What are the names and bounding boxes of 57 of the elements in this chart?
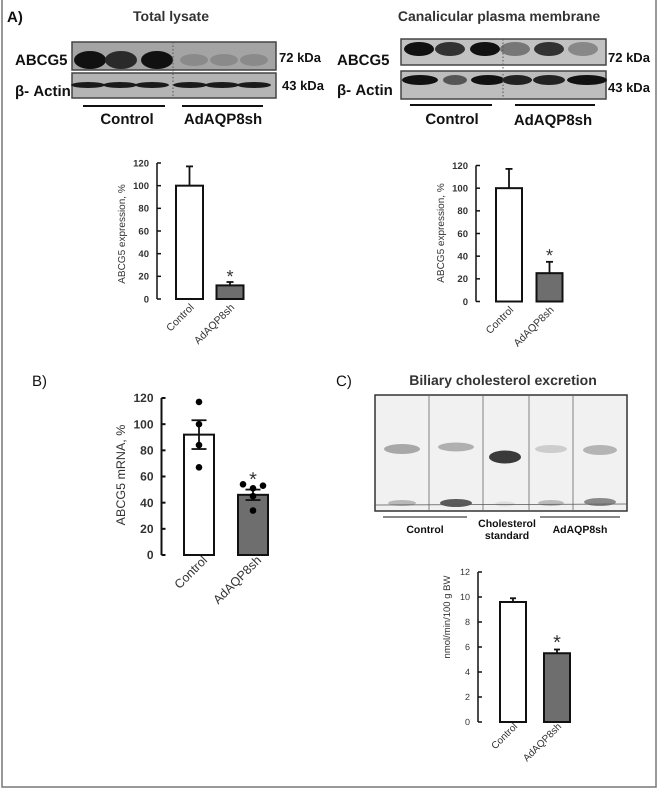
y-tick-label: 20	[457, 274, 468, 286]
y-tick-label: 60	[140, 470, 154, 484]
y-tick-label: 100	[452, 183, 468, 194]
y-tick-label: 120	[452, 160, 468, 172]
y-tick-label: 100	[133, 180, 149, 192]
y-axis-title: ABCG5 expression, %	[117, 184, 128, 284]
text: β- Actin	[15, 83, 71, 100]
y-tick-label: 12	[460, 567, 470, 578]
y-tick-label: 80	[138, 204, 149, 215]
y-tick-label: 80	[457, 206, 468, 218]
y-tick-label: 40	[140, 496, 154, 510]
y-tick-label: 2	[464, 692, 470, 702]
text: C)	[336, 373, 352, 390]
text: Cholesterol standard	[478, 518, 536, 542]
y-tick-label: 120	[133, 158, 149, 170]
text: Control	[406, 524, 444, 536]
text: A)	[7, 9, 23, 26]
chart-title: Biliary cholesterol excretion	[409, 372, 597, 388]
text: β- Actin	[337, 82, 393, 99]
y-axis-title: ABCG5 expression, %	[436, 183, 447, 283]
y-tick-label: 10	[460, 592, 470, 602]
annotation: *	[546, 246, 554, 266]
text: Control	[100, 111, 154, 128]
text: ABCG5	[15, 52, 68, 69]
y-tick-label: 20	[140, 522, 154, 536]
annotation: *	[226, 266, 234, 286]
text: 72 kDa	[608, 50, 651, 65]
text: 72 kDa	[279, 50, 322, 65]
y-tick-label: 40	[138, 248, 149, 260]
y-tick-label: 0	[464, 717, 470, 728]
y-tick-label: 60	[457, 228, 468, 240]
y-tick-label: 60	[138, 226, 149, 238]
text: ABCG5	[337, 52, 390, 69]
y-tick-label: 6	[464, 642, 470, 652]
y-tick-label: 100	[133, 417, 154, 432]
text: AdAQP8sh	[514, 112, 592, 129]
y-axis-title: ABCG5 mRNA, %	[114, 424, 128, 526]
annotation: *	[249, 468, 258, 491]
y-tick-label: 120	[133, 391, 154, 406]
y-tick-label: 20	[138, 272, 149, 283]
text: 43 kDa	[608, 80, 651, 95]
text: B)	[32, 373, 48, 390]
text: AdAQP8sh	[184, 111, 262, 128]
text: AdAQP8sh	[552, 524, 608, 536]
annotation: *	[553, 632, 562, 654]
y-tick-label: 8	[464, 617, 470, 628]
y-tick-label: 4	[464, 667, 470, 678]
y-tick-label: 0	[462, 296, 468, 308]
y-axis-title: nmol/min/100 g BW	[442, 576, 453, 658]
text: 43 kDa	[282, 78, 325, 93]
y-tick-label: 40	[457, 251, 468, 262]
chart-title: Total lysate	[133, 8, 210, 24]
y-tick-label: 80	[140, 444, 154, 458]
text: Control	[425, 111, 479, 128]
y-tick-label: 0	[144, 294, 149, 306]
y-tick-label: 0	[146, 548, 154, 562]
chart-title: Canalicular plasma membrane	[398, 8, 600, 24]
